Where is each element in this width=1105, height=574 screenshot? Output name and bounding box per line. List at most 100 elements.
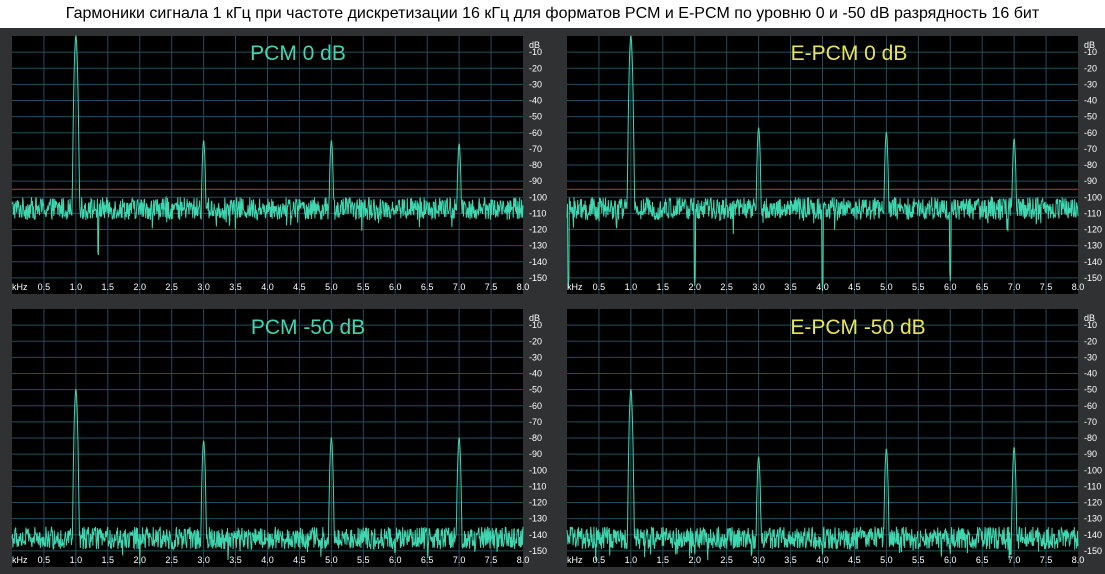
y-tick-label: -140 bbox=[529, 530, 547, 540]
x-unit-label: kHz bbox=[567, 282, 583, 292]
y-unit-label: dB bbox=[529, 40, 540, 50]
x-tick-label: 3.0 bbox=[752, 282, 765, 292]
y-tick-label: -60 bbox=[529, 128, 542, 138]
x-tick-label: 7.5 bbox=[1040, 282, 1053, 292]
x-tick-label: 3.5 bbox=[229, 282, 242, 292]
y-unit-label: dB bbox=[529, 313, 540, 323]
harmonic-peak bbox=[458, 143, 460, 145]
x-unit-label: kHz bbox=[567, 555, 583, 565]
x-tick-label: 4.0 bbox=[816, 282, 829, 292]
x-unit-label: kHz bbox=[12, 555, 28, 565]
y-tick-label: -150 bbox=[1084, 273, 1102, 283]
y-tick-label: -140 bbox=[529, 257, 547, 267]
y-tick-label: -120 bbox=[1084, 498, 1102, 508]
x-tick-label: 7.5 bbox=[485, 555, 498, 565]
y-tick-label: -100 bbox=[1084, 465, 1102, 475]
harmonic-peak bbox=[758, 127, 760, 129]
y-tick-label: -80 bbox=[529, 160, 542, 170]
chart-title: PCM 0 dB bbox=[250, 42, 346, 65]
x-tick-label: 7.5 bbox=[1040, 555, 1053, 565]
x-tick-label: 5.5 bbox=[912, 555, 925, 565]
y-tick-label: -10 bbox=[1084, 320, 1097, 330]
x-tick-label: 5.5 bbox=[357, 282, 370, 292]
x-tick-label: 4.5 bbox=[848, 282, 861, 292]
y-tick-label: -30 bbox=[1084, 352, 1097, 362]
y-tick-label: -30 bbox=[1084, 79, 1097, 89]
x-tick-label: 7.0 bbox=[453, 555, 466, 565]
y-unit-label: dB bbox=[1084, 40, 1095, 50]
chart-epcm-0db: E-PCM 0 dB -10 -20 -30 -40 -50 -60 -70 -80 -90 -1… bbox=[566, 35, 1102, 294]
x-tick-label: 0.5 bbox=[593, 282, 606, 292]
harmonic-peak bbox=[1013, 138, 1015, 140]
x-tick-label: 4.5 bbox=[293, 555, 306, 565]
x-tick-label: 0.5 bbox=[38, 555, 51, 565]
y-tick-label: -80 bbox=[1084, 433, 1097, 443]
spectrum-trace bbox=[566, 36, 1079, 291]
y-tick-label: -30 bbox=[529, 352, 542, 362]
y-tick-label: -70 bbox=[1084, 417, 1097, 427]
y-tick-label: -110 bbox=[1084, 481, 1101, 491]
spectrum-grid: PCM 0 dB -10 -20 -30 -40 -50 -60 -70 -80 -90 -100… bbox=[0, 28, 1105, 574]
x-tick-label: 5.5 bbox=[357, 555, 370, 565]
x-tick-label: 7.0 bbox=[453, 282, 466, 292]
x-tick-label: 4.0 bbox=[261, 282, 274, 292]
x-tick-label: 5.0 bbox=[325, 555, 338, 565]
x-tick-label: 3.5 bbox=[784, 555, 797, 565]
spectrum-trace bbox=[11, 389, 524, 565]
x-tick-label: 4.0 bbox=[261, 555, 274, 565]
x-tick-label: 1.5 bbox=[657, 282, 670, 292]
x-tick-label: 1.5 bbox=[102, 282, 115, 292]
y-tick-label: -120 bbox=[529, 225, 547, 235]
x-tick-label: 6.0 bbox=[389, 282, 402, 292]
y-tick-label: -40 bbox=[1084, 96, 1097, 106]
x-tick-label: 4.0 bbox=[816, 555, 829, 565]
x-tick-label: 1.0 bbox=[625, 555, 638, 565]
x-tick-label: 3.5 bbox=[229, 555, 242, 565]
y-tick-label: -120 bbox=[529, 498, 547, 508]
y-tick-label: -150 bbox=[529, 273, 547, 283]
y-tick-label: -20 bbox=[529, 336, 542, 346]
x-tick-label: 5.0 bbox=[880, 282, 893, 292]
y-tick-label: -70 bbox=[529, 417, 542, 427]
x-tick-label: 6.0 bbox=[944, 555, 957, 565]
y-tick-label: -110 bbox=[529, 208, 546, 218]
x-tick-label: 2.5 bbox=[720, 282, 733, 292]
x-tick-label: 6.0 bbox=[389, 555, 402, 565]
x-tick-label: 2.0 bbox=[133, 282, 146, 292]
y-tick-label: -130 bbox=[1084, 514, 1102, 524]
y-tick-label: -10 bbox=[529, 47, 542, 57]
x-tick-label: 7.0 bbox=[1008, 282, 1021, 292]
harmonic-peak bbox=[458, 437, 460, 439]
y-tick-label: -110 bbox=[529, 481, 546, 491]
y-tick-label: -140 bbox=[1084, 530, 1102, 540]
harmonic-peak bbox=[885, 132, 887, 134]
y-tick-label: -50 bbox=[529, 385, 542, 395]
harmonic-peak bbox=[630, 35, 632, 37]
y-tick-label: -70 bbox=[1084, 144, 1097, 154]
y-tick-label: -10 bbox=[1084, 47, 1097, 57]
y-tick-label: -10 bbox=[529, 320, 542, 330]
x-tick-label: 6.5 bbox=[976, 282, 989, 292]
harmonic-peak bbox=[75, 35, 77, 37]
x-tick-label: 5.5 bbox=[912, 282, 925, 292]
y-tick-label: -120 bbox=[1084, 225, 1102, 235]
y-tick-label: -60 bbox=[529, 401, 542, 411]
y-tick-label: -150 bbox=[529, 546, 547, 556]
x-tick-label: 8.0 bbox=[1072, 282, 1085, 292]
y-tick-label: -60 bbox=[1084, 401, 1097, 411]
y-tick-label: -130 bbox=[529, 241, 547, 251]
x-tick-label: 3.5 bbox=[784, 282, 797, 292]
harmonic-peak bbox=[1013, 447, 1015, 449]
x-tick-label: 3.0 bbox=[197, 282, 210, 292]
y-tick-label: -20 bbox=[1084, 63, 1097, 73]
chart-title: E-PCM 0 dB bbox=[791, 42, 908, 65]
y-tick-label: -40 bbox=[1084, 369, 1097, 379]
x-tick-label: 3.0 bbox=[197, 555, 210, 565]
x-tick-label: 2.5 bbox=[165, 282, 178, 292]
y-tick-label: -100 bbox=[529, 192, 547, 202]
y-tick-label: -50 bbox=[529, 112, 542, 122]
x-tick-label: 6.5 bbox=[421, 282, 434, 292]
harmonic-peak bbox=[630, 389, 632, 391]
x-tick-label: 6.5 bbox=[421, 555, 434, 565]
chart-epcm-minus50db: E-PCM -50 dB -10 -20 -30 -40 -50 -60 -70 -80 -90… bbox=[566, 309, 1102, 567]
